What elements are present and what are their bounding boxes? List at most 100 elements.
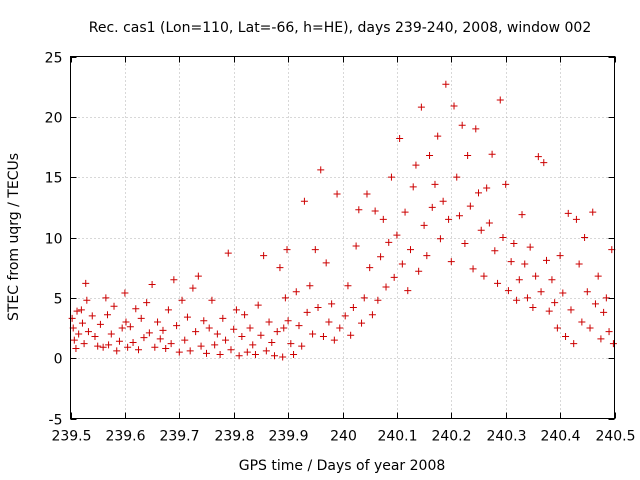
data-point: [273, 328, 281, 336]
data-point: [469, 265, 477, 273]
data-point: [548, 276, 556, 284]
data-point: [137, 314, 145, 322]
y-tick-label: -5: [49, 413, 63, 429]
data-point: [450, 102, 458, 110]
data-point: [167, 340, 175, 348]
data-point: [309, 330, 317, 338]
data-point: [178, 296, 186, 304]
data-point: [192, 328, 200, 336]
data-point: [567, 306, 575, 314]
data-point: [268, 338, 276, 346]
data-point: [118, 324, 126, 332]
data-point: [594, 272, 602, 280]
data-point: [366, 264, 374, 272]
data-point: [466, 202, 474, 210]
data-point: [197, 342, 205, 350]
x-tick-label: 240.3: [486, 429, 526, 445]
data-point: [491, 247, 499, 255]
data-point: [537, 288, 545, 296]
x-tick-label: 239.8: [214, 429, 254, 445]
data-point: [534, 153, 542, 161]
data-point: [140, 334, 148, 342]
y-tick-label: 15: [45, 171, 63, 187]
data-point: [464, 151, 472, 159]
data-point: [222, 336, 230, 344]
data-point: [523, 294, 531, 302]
data-point: [135, 346, 142, 354]
data-point: [609, 340, 617, 348]
data-point: [213, 330, 221, 338]
data-point: [390, 273, 398, 281]
data-point: [211, 341, 219, 349]
data-point: [262, 347, 270, 355]
data-point: [265, 318, 273, 326]
data-point: [393, 231, 401, 239]
data-point: [303, 308, 311, 316]
data-point: [322, 259, 330, 267]
data-point: [110, 302, 118, 310]
data-point: [78, 319, 86, 327]
data-point: [72, 345, 80, 353]
data-point: [314, 303, 322, 311]
data-point: [344, 282, 352, 290]
data-point: [238, 332, 246, 340]
data-point: [283, 246, 291, 254]
data-point: [564, 209, 572, 217]
data-point: [581, 234, 589, 241]
data-point: [105, 341, 113, 349]
data-point: [170, 276, 178, 284]
data-point: [434, 132, 442, 140]
data-point: [475, 189, 482, 197]
data-point: [453, 173, 461, 181]
x-tick-label: 240.1: [377, 429, 417, 445]
data-point: [572, 215, 580, 223]
data-point: [363, 190, 371, 198]
data-point: [578, 318, 586, 326]
data-point: [200, 317, 208, 325]
data-point: [575, 260, 583, 268]
data-point: [107, 330, 115, 338]
chart-title: Rec. cas1 (Lon=110, Lat=-66, h=HE), days…: [89, 20, 591, 36]
data-point: [483, 184, 491, 192]
data-point: [515, 276, 523, 284]
data-point: [319, 332, 327, 340]
data-point: [246, 324, 254, 332]
y-tick-labels: -5 0 5 10 15 20 25: [45, 51, 63, 429]
data-point: [129, 338, 137, 346]
data-point: [205, 324, 213, 332]
grid-lines: [70, 56, 615, 419]
data-point: [559, 289, 567, 297]
data-point: [73, 307, 81, 315]
data-point: [336, 324, 344, 332]
data-point: [257, 331, 265, 339]
data-point: [586, 324, 594, 332]
data-point: [83, 296, 91, 304]
data-point: [529, 303, 537, 311]
x-tick-label: 239.7: [159, 429, 199, 445]
data-point: [151, 343, 159, 351]
data-point: [281, 294, 289, 302]
data-point: [551, 299, 559, 307]
data-point: [602, 294, 610, 302]
data-point: [292, 288, 300, 296]
data-point: [556, 252, 564, 260]
data-point: [271, 352, 278, 360]
data-point: [409, 183, 417, 191]
y-axis-title: STEC from uqrg / TECUs: [6, 153, 22, 321]
data-point: [496, 96, 504, 104]
data-point: [156, 335, 164, 343]
data-point: [472, 125, 480, 133]
data-point: [300, 197, 308, 205]
data-point: [84, 328, 92, 336]
data-point: [355, 206, 363, 214]
data-point: [75, 330, 83, 338]
data-point: [80, 340, 88, 348]
data-point: [94, 342, 102, 350]
data-point: [518, 211, 526, 219]
data-point: [145, 329, 153, 337]
data-points: [68, 80, 617, 361]
data-point: [132, 305, 140, 313]
data-point: [379, 215, 387, 223]
data-point: [183, 313, 191, 321]
data-point: [181, 336, 189, 344]
